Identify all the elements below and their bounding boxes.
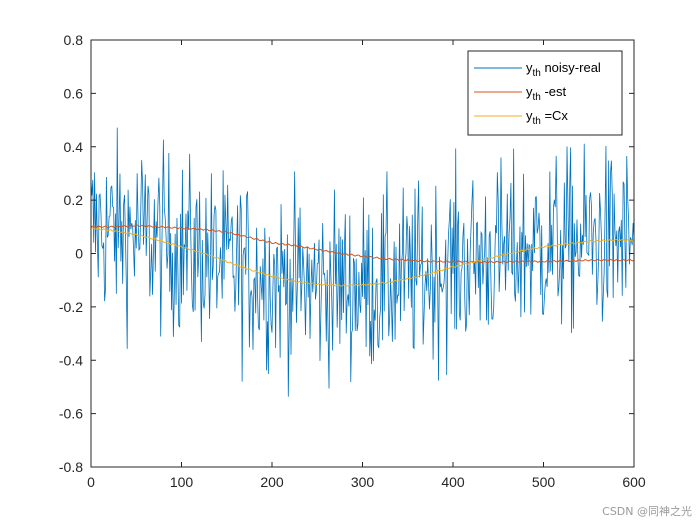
series-line-est [90, 224, 635, 264]
y-tick-label: 0.6 [64, 85, 84, 101]
legend-label: yth -est [526, 84, 567, 103]
x-tick-label: 300 [351, 474, 375, 490]
series-line-cx [90, 226, 635, 287]
watermark-text: CSDN @同神之光 [602, 505, 692, 518]
x-tick-label: 200 [260, 474, 284, 490]
series-line-noisy-real [90, 127, 635, 397]
legend-box [467, 50, 623, 136]
legend: yth noisy-real yth -est yth =Cx [467, 50, 623, 136]
y-tick-label: 0.4 [64, 139, 84, 155]
x-tick-label: 500 [532, 474, 556, 490]
legend-label: yth noisy-real [526, 60, 601, 79]
y-tick-label: -0.6 [59, 406, 83, 422]
y-tick-label: -0.2 [59, 299, 83, 315]
y-tick-label: 0 [75, 246, 83, 262]
x-tick-label: 100 [170, 474, 194, 490]
series-layer [90, 127, 635, 397]
tick-layer: 0 100 200 300 400 500 600 -0.8 -0.6 -0.4 -0.2 0 0.2 0… [59, 32, 646, 490]
x-tick-label: 600 [622, 474, 646, 490]
legend-label: yth =Cx [526, 108, 568, 127]
y-tick-label: 0.8 [64, 32, 84, 48]
y-tick-label: -0.8 [59, 459, 83, 475]
y-tick-label: -0.4 [59, 352, 83, 368]
x-tick-label: 400 [441, 474, 465, 490]
y-tick-label: 0.2 [64, 192, 84, 208]
x-tick-label: 0 [87, 474, 95, 490]
